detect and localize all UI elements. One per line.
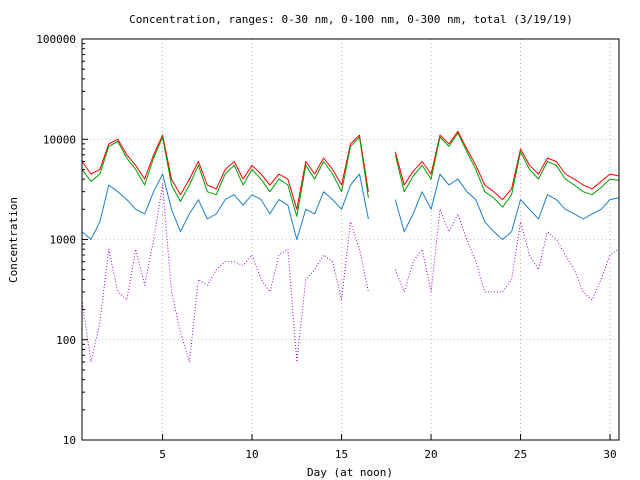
x-tick-label: 5 [159, 448, 166, 461]
y-axis-label: Concentration [7, 197, 20, 283]
series-layer [81, 130, 620, 363]
x-tick-label: 25 [514, 448, 527, 461]
series-line-3 [81, 184, 620, 363]
x-tick-label: 20 [424, 448, 437, 461]
y-tick-label: 10 [63, 434, 76, 447]
y-tick-label: 100 [56, 334, 76, 347]
chart-title: Concentration, ranges: 0-30 nm, 0-100 nm… [129, 13, 573, 26]
series-line-1 [81, 132, 620, 217]
grid-lines [82, 38, 619, 441]
series-line-2 [81, 173, 620, 240]
series-line-0 [81, 130, 620, 210]
x-tick-label: 30 [603, 448, 616, 461]
x-tick-label: 10 [245, 448, 258, 461]
y-tick-label: 1000 [50, 234, 77, 247]
y-tick-label: 10000 [43, 133, 76, 146]
x-axis-ticks: 5 10 15 20 25 30 [159, 434, 617, 461]
y-axis-ticks: 10 100 1000 10000 100000 [36, 33, 88, 447]
y-tick-label: 100000 [36, 33, 76, 46]
x-tick-label: 15 [335, 448, 348, 461]
x-axis-label: Day (at noon) [307, 466, 393, 479]
